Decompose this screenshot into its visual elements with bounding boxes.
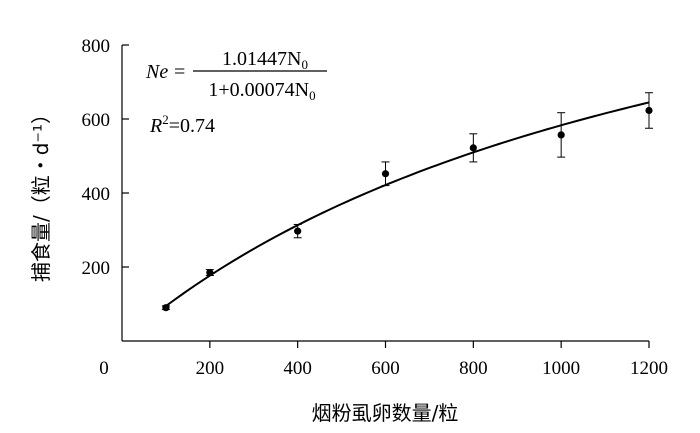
equation-equals: = [174,61,185,83]
r-squared-sup: 2 [162,112,169,127]
r-squared-label: R [149,115,162,137]
x-tick-label: 800 [459,358,488,379]
x-axis-title: 烟粉虱卵数量/粒 [312,401,459,425]
x-tick-label: 1200 [630,358,668,379]
r-squared: R2=0.74 [149,112,215,137]
equation-annotation: Ne = 1.01447N0 1+0.00074N0 R2=0.74 [145,48,327,137]
data-points [162,106,653,312]
denominator-body: 1+0.00074N [208,79,309,101]
equation-denominator: 1+0.00074N0 [208,79,315,103]
y-ticks: 200 400 600 800 [82,36,129,279]
x-ticks: 0 200 400 600 800 1000 1200 [99,341,668,379]
x-tick-label: 0 [99,358,109,379]
data-point [645,106,653,115]
r-squared-value: =0.74 [169,115,215,137]
denominator-subscript: 0 [309,88,316,103]
data-point [162,304,170,312]
y-tick-label: 200 [82,258,111,279]
numerator-body: 1.01447N [222,48,301,70]
data-point [469,144,477,152]
numerator-subscript: 0 [301,57,308,72]
data-point [557,131,565,139]
data-point [206,268,214,277]
y-tick-label: 800 [82,36,111,57]
equation-numerator: 1.01447N0 [222,48,308,72]
data-point [381,170,390,178]
fit-curve [165,101,650,307]
x-tick-label: 600 [371,358,400,379]
equation-lhs: Ne [145,61,168,83]
error-bars [161,92,653,311]
x-tick-label: 200 [196,358,225,379]
x-tick-label: 400 [283,358,312,379]
data-point [294,227,302,235]
y-tick-label: 400 [82,184,111,205]
y-tick-label: 600 [82,110,111,131]
y-axis-title: 捕食量/（粒・d⁻¹） [29,104,53,282]
x-tick-label: 1000 [542,358,580,379]
